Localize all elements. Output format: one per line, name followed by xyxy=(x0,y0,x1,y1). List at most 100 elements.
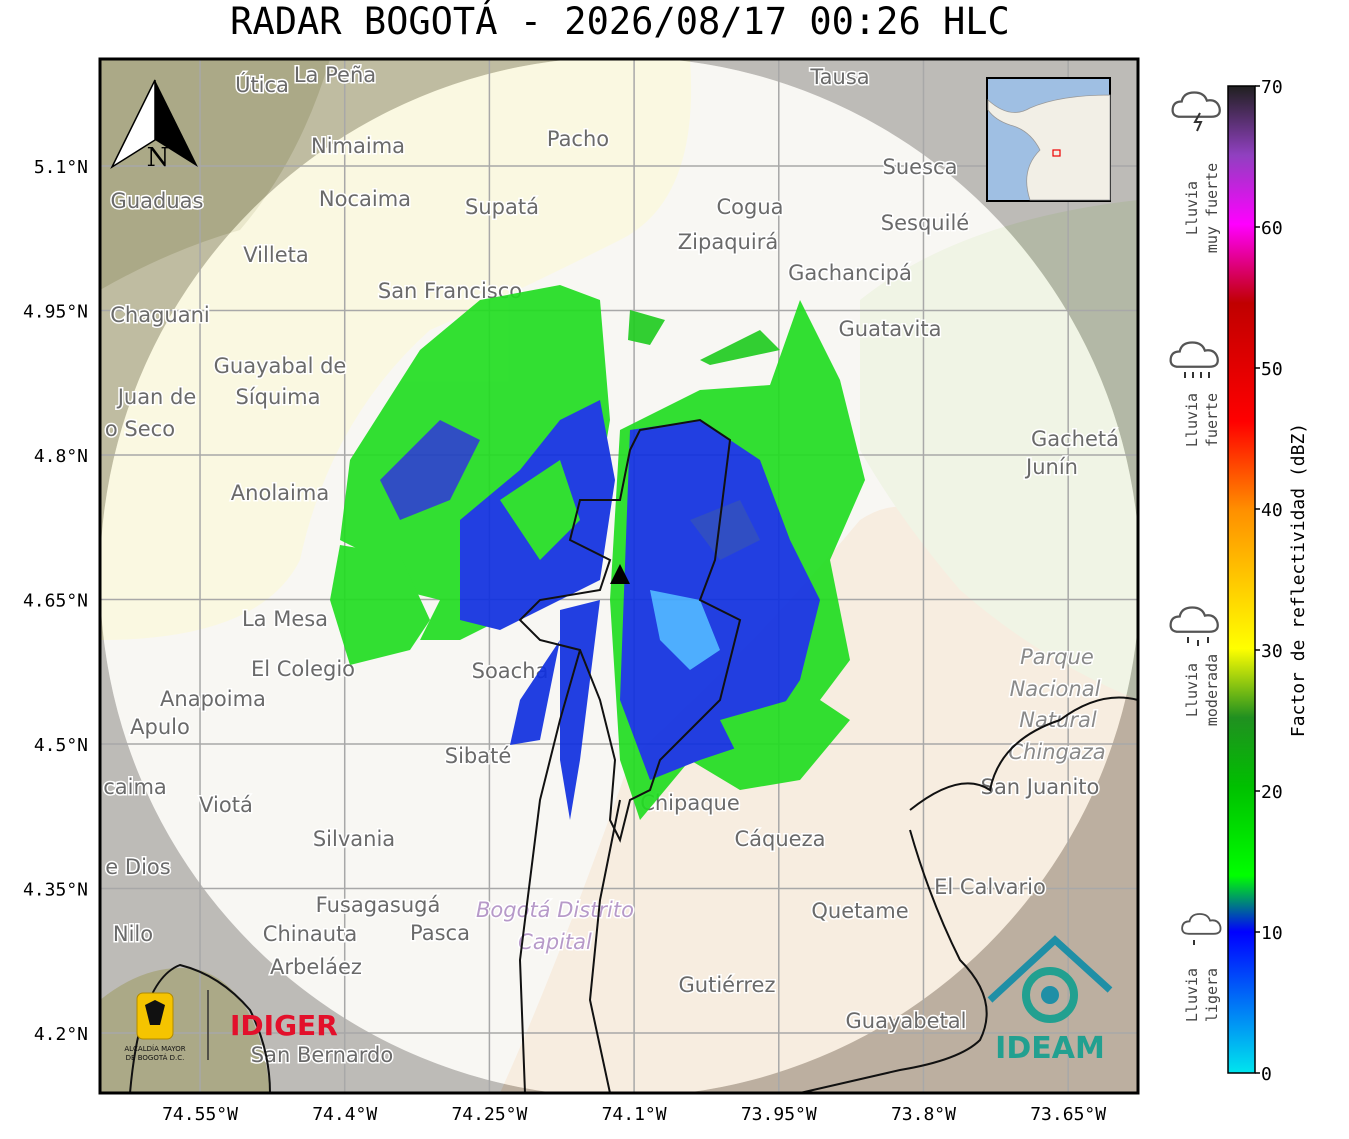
place-label: Chaguani xyxy=(110,303,210,327)
place-label: San Juanito xyxy=(981,775,1100,799)
place-label: Apulo xyxy=(130,715,190,739)
place-label: Chinauta xyxy=(263,922,357,946)
intensity-label: Lluvia xyxy=(1183,393,1201,447)
place-label: Guaduas xyxy=(111,189,204,213)
place-label: El Colegio xyxy=(251,657,355,681)
intensity-icons xyxy=(1169,91,1222,945)
place-label: Quetame xyxy=(811,899,908,923)
lat-label: 4.2°N xyxy=(34,1024,88,1045)
place-label: La Peña xyxy=(294,63,376,87)
place-label: San Francisco xyxy=(378,279,522,303)
radar-echoes xyxy=(330,285,865,820)
colorbar-tick-label: 10 xyxy=(1261,923,1283,944)
place-label: Suesca xyxy=(883,155,958,179)
lon-label: 73.95°W xyxy=(741,1104,817,1125)
colorbar-tick-label: 60 xyxy=(1261,218,1283,239)
place-label: Juan de xyxy=(116,385,197,409)
intensity-label: ligera xyxy=(1203,968,1221,1022)
place-label: Natural xyxy=(1019,708,1097,732)
place-label: Nilo xyxy=(113,922,153,946)
lon-label: 74.25°W xyxy=(451,1104,527,1125)
place-label: Guatavita xyxy=(839,317,942,341)
north-arrow: N xyxy=(110,79,198,173)
place-label: Cáqueza xyxy=(735,827,826,851)
place-label: Guayabal de xyxy=(214,354,347,378)
place-label: La Mesa xyxy=(242,607,328,631)
lat-label: 4.8°N xyxy=(34,446,88,467)
place-label: Nocaima xyxy=(319,187,411,211)
logo-ideam-text: IDEAM xyxy=(995,1031,1105,1066)
place-label: Cogua xyxy=(716,195,783,219)
colorbar-label: Factor de reflectividad (dBZ) xyxy=(1288,423,1309,737)
place-label: Parque xyxy=(1020,645,1094,669)
colorbar-tick-label: 70 xyxy=(1261,77,1283,98)
logo-alcaldia: ALCALDÍA MAYOR DE BOGOTÁ D.C. IDIGER xyxy=(124,990,338,1062)
place-label: Síquima xyxy=(236,385,321,409)
lon-label: 73.65°W xyxy=(1030,1104,1106,1125)
lat-label: 4.35°N xyxy=(23,879,88,900)
lon-label: 74.4°W xyxy=(312,1104,377,1125)
place-label: o Seco xyxy=(105,417,175,441)
colorbar-tick-label: 40 xyxy=(1261,500,1283,521)
place-label: Supatá xyxy=(465,195,539,219)
place-label: Sesquilé xyxy=(881,211,969,235)
place-label: Pasca xyxy=(410,921,470,945)
inset-map xyxy=(986,77,1111,202)
place-label: Gachetá xyxy=(1031,427,1119,451)
place-label: Anolaima xyxy=(231,481,329,505)
radar-site xyxy=(610,564,630,584)
place-label: Arbeláez xyxy=(270,955,362,979)
map-frame xyxy=(98,57,1140,1095)
logo-text: ALCALDÍA MAYOR xyxy=(124,1044,185,1053)
place-label: Villeta xyxy=(243,243,308,267)
place-label: Tausa xyxy=(809,65,869,89)
place-label: caima xyxy=(103,775,167,799)
lat-label: 4.5°N xyxy=(34,735,88,756)
place-label: San Bernardo xyxy=(251,1043,393,1067)
boundaries xyxy=(129,418,1138,1093)
place-label: Silvania xyxy=(313,827,395,851)
place-label: El Calvario xyxy=(934,875,1046,899)
place-label: Anapoima xyxy=(160,687,266,711)
colorbar-tick-label: 50 xyxy=(1261,359,1283,380)
place-label: Capital xyxy=(518,930,592,954)
lat-label: 5.1°N xyxy=(34,157,88,178)
place-label: Nimaima xyxy=(311,134,405,158)
lat-label: 4.65°N xyxy=(23,591,88,612)
place-label: Pacho xyxy=(547,127,609,151)
place-label: Sibaté xyxy=(445,744,512,768)
colorbar xyxy=(1227,85,1256,1074)
place-label: Útica xyxy=(235,72,289,97)
place-label: Gachancipá xyxy=(788,261,912,285)
lon-label: 73.8°W xyxy=(891,1104,956,1125)
intensity-label: muy fuerte xyxy=(1203,163,1221,253)
lon-label: 74.1°W xyxy=(602,1104,667,1125)
intensity-label: fuerte xyxy=(1203,393,1221,447)
colorbar-tick-label: 20 xyxy=(1261,782,1283,803)
map: Útica La Peña Tausa Pacho Nimaima Suesca Guadu… xyxy=(100,59,1138,1093)
lon-label: 74.55°W xyxy=(162,1104,238,1125)
place-label: Chingaza xyxy=(1008,740,1105,764)
logo-idiger: IDIGER xyxy=(230,1009,338,1042)
place-label: Bogotá Distrito xyxy=(476,898,634,922)
intensity-label: Lluvia xyxy=(1183,968,1201,1022)
title: RADAR BOGOTÁ - 2026/08/17 00:26 HLC xyxy=(230,0,1010,43)
place-label: Fusagasugá xyxy=(316,893,441,917)
place-label: Guayabetal xyxy=(846,1009,967,1033)
north-label: N xyxy=(147,143,170,173)
place-label: e Dios xyxy=(105,855,170,879)
logo-ideam: IDEAM xyxy=(987,935,1113,1066)
logo-text: DE BOGOTÁ D.C. xyxy=(126,1053,185,1062)
intensity-label: Lluvia xyxy=(1183,663,1201,717)
region-southeast xyxy=(500,506,1138,1093)
colorbar-tick-label: 0 xyxy=(1261,1064,1272,1085)
place-label: Zipaquirá xyxy=(678,230,778,254)
place-label: Gutiérrez xyxy=(679,973,776,997)
place-label: Junín xyxy=(1024,455,1078,479)
place-label: Viotá xyxy=(199,793,253,817)
intensity-label: Lluvia xyxy=(1183,181,1201,235)
colorbar-tick-label: 30 xyxy=(1261,641,1283,662)
lat-label: 4.95°N xyxy=(23,302,88,323)
place-label: Nacional xyxy=(1010,677,1101,701)
